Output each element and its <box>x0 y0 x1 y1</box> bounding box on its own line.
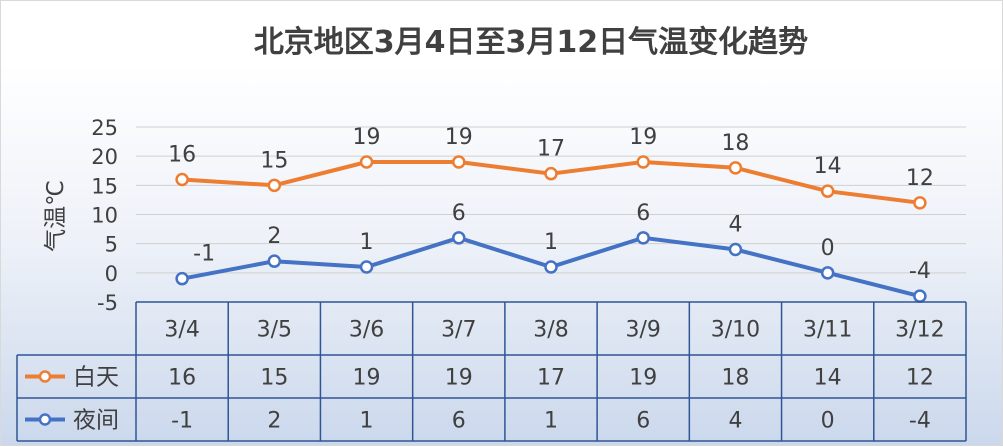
x-tick-label: 3/10 <box>711 318 760 343</box>
y-tick-label: 20 <box>91 145 118 169</box>
series-1-point <box>544 260 558 274</box>
x-tick-label: 3/9 <box>626 318 661 343</box>
data-label: 18 <box>721 131 749 156</box>
table-cell: 6 <box>636 409 650 434</box>
legend-label: 夜间 <box>73 408 119 434</box>
data-label: 14 <box>814 154 842 179</box>
series-0-point <box>913 196 927 210</box>
data-label: 17 <box>537 137 565 162</box>
table-cell: 4 <box>728 409 742 434</box>
legend-label: 白天 <box>73 365 119 391</box>
x-tick-label: 3/4 <box>164 318 199 343</box>
series-0-point <box>544 166 558 181</box>
table-cell: 19 <box>353 366 381 391</box>
y-tick-label: 0 <box>105 262 118 286</box>
data-label: 19 <box>353 125 381 150</box>
table-cell: 1 <box>360 409 374 434</box>
data-label: 1 <box>360 230 374 255</box>
legend-key-marker <box>38 413 52 426</box>
table-cell: 1 <box>544 409 558 434</box>
data-label: 6 <box>636 201 650 226</box>
x-tick-label: 3/7 <box>441 318 476 343</box>
series-lines <box>175 155 927 303</box>
data-label: 0 <box>821 236 835 261</box>
table-cell: -4 <box>909 409 931 434</box>
data-label: 2 <box>267 224 281 249</box>
table-cell: 16 <box>168 366 196 391</box>
series-0-point <box>728 161 743 175</box>
data-label: 4 <box>728 213 742 238</box>
table-cell: -1 <box>171 409 193 434</box>
data-label: 16 <box>168 143 196 168</box>
table-cell: 17 <box>537 366 565 391</box>
data-label: 6 <box>452 201 466 226</box>
table-cell: 6 <box>452 409 466 434</box>
series-1-point <box>267 254 282 268</box>
x-tick-label: 3/6 <box>349 318 384 343</box>
table-cell: 0 <box>821 409 835 434</box>
table-cell: 12 <box>906 366 934 391</box>
series-0-point <box>452 155 466 169</box>
data-label: 1 <box>544 230 558 255</box>
y-axis-label: 气温℃ <box>43 180 69 252</box>
series-1-point <box>452 231 466 245</box>
table-cell: 14 <box>814 366 842 391</box>
y-tick-label: 15 <box>91 174 118 198</box>
series-0-point <box>820 184 835 198</box>
x-tick-label: 3/11 <box>803 318 852 343</box>
chart-title: 北京地区3月4日至3月12日气温变化趋势 <box>254 25 808 60</box>
y-tick-label: 10 <box>91 204 118 228</box>
series-1-point <box>820 266 835 280</box>
series-0-point <box>267 178 282 193</box>
table-cell: 19 <box>445 366 473 391</box>
y-tick-label: 5 <box>105 233 118 257</box>
x-tick-label: 3/5 <box>257 318 292 343</box>
series-1-point <box>636 231 650 245</box>
series-1-point <box>728 242 743 257</box>
series-0-point <box>636 155 650 169</box>
data-label: 12 <box>906 166 934 191</box>
y-tick-label: -5 <box>97 291 118 315</box>
legend-key-marker <box>38 370 52 383</box>
data-label: 15 <box>260 148 288 173</box>
table-cell: 15 <box>260 366 288 391</box>
data-label: 19 <box>445 125 473 150</box>
series-1-point <box>359 260 374 274</box>
series-0-point <box>175 172 189 187</box>
series-1-point <box>175 271 189 286</box>
y-tick-label: 25 <box>91 116 118 140</box>
data-label: -4 <box>909 259 931 284</box>
y-axis-ticks: 25 20 15 10 5 0 -5 <box>91 116 118 315</box>
series-1-point <box>913 289 927 303</box>
table-cell: 2 <box>267 409 281 434</box>
table-cell: 18 <box>721 366 749 391</box>
data-label: -1 <box>193 242 215 267</box>
x-tick-label: 3/8 <box>533 318 568 343</box>
data-label: 19 <box>629 125 657 150</box>
table-cell: 19 <box>629 366 657 391</box>
series-0-point <box>359 155 374 169</box>
x-tick-label: 3/12 <box>895 318 944 343</box>
